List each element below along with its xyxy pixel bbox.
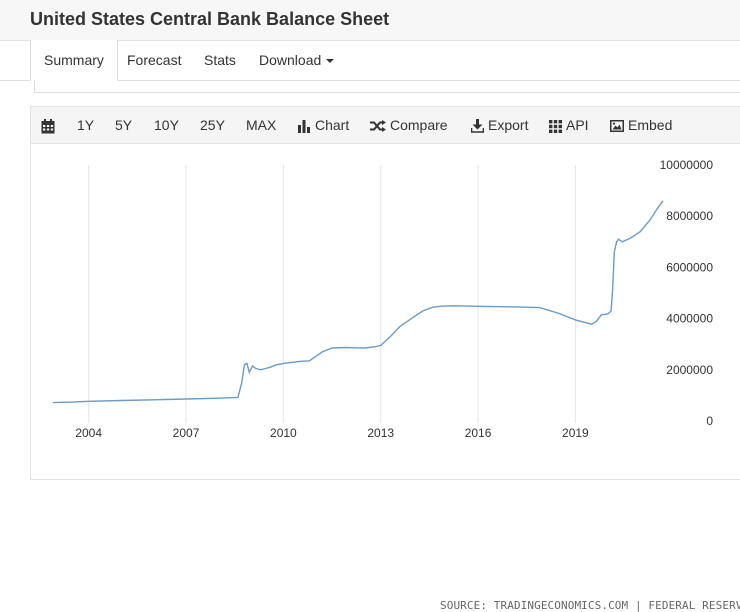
export-button[interactable]: Export <box>471 107 528 143</box>
calendar-icon[interactable] <box>41 107 55 143</box>
tab-stats-label: Stats <box>204 52 236 68</box>
x-tick-label: 2016 <box>465 426 492 440</box>
range-10y-button[interactable]: 10Y <box>154 117 179 133</box>
x-tick-label: 2019 <box>562 426 589 440</box>
title-bar: United States Central Bank Balance Sheet <box>0 0 740 41</box>
tab-summary[interactable]: Summary <box>30 40 118 81</box>
api-button[interactable]: API <box>549 107 589 143</box>
range-5y-button[interactable]: 5Y <box>115 117 133 133</box>
chevron-down-icon <box>326 59 335 64</box>
y-tick-label: 10000000 <box>660 158 714 172</box>
divider <box>0 80 30 81</box>
source-provider-link[interactable]: TRADINGECONOMICS.COM <box>493 599 629 612</box>
embed-label: Embed <box>628 117 673 133</box>
tab-download[interactable]: Download <box>259 40 335 80</box>
download-icon <box>471 119 484 134</box>
chart-grid <box>88 165 576 423</box>
tab-download-label: Download <box>259 52 322 68</box>
chart-frame: 2004 2007 2010 2013 2016 2019 0 2000000 4000000… <box>30 144 740 612</box>
page-title: United States Central Bank Balance Sheet <box>30 9 390 29</box>
x-tick-label: 2010 <box>270 426 297 440</box>
y-tick-label: 0 <box>706 414 713 428</box>
x-tick-label: 2007 <box>173 426 200 440</box>
range-25y-button[interactable]: 25Y <box>200 117 225 133</box>
tab-content-panel <box>34 80 740 93</box>
embed-button[interactable]: Embed <box>610 107 672 143</box>
chart-type-button[interactable]: Chart <box>298 107 349 143</box>
y-axis: 0 2000000 4000000 6000000 8000000 10000000 <box>660 158 714 428</box>
source-separator: | <box>628 599 649 612</box>
range-max-button[interactable]: MAX <box>246 117 277 133</box>
tab-forecast[interactable]: Forecast <box>127 40 181 80</box>
tab-stats[interactable]: Stats <box>204 40 236 80</box>
source-origin: FEDERAL RESERVE <box>648 599 740 612</box>
range-1y-button[interactable]: 1Y <box>77 117 95 133</box>
series-line <box>52 200 664 404</box>
chart-toolbar: 1Y 5Y 10Y 25Y MAX Chart Compare Export A… <box>30 106 740 144</box>
bar-chart-icon <box>298 119 310 133</box>
y-tick-label: 8000000 <box>666 209 713 223</box>
tab-summary-label: Summary <box>44 52 104 68</box>
source-prefix: SOURCE: <box>440 599 494 612</box>
y-tick-label: 4000000 <box>666 312 713 326</box>
line-chart: 2004 2007 2010 2013 2016 2019 0 2000000 4000000… <box>52 158 714 440</box>
chart-type-label: Chart <box>315 117 350 133</box>
y-tick-label: 2000000 <box>666 363 713 377</box>
grid-icon <box>549 119 562 133</box>
tab-forecast-label: Forecast <box>127 52 182 68</box>
export-label: Export <box>488 117 529 133</box>
x-tick-label: 2004 <box>75 426 102 440</box>
x-tick-label: 2013 <box>367 426 394 440</box>
shuffle-icon <box>370 120 386 133</box>
x-axis: 2004 2007 2010 2013 2016 2019 <box>75 426 589 440</box>
image-icon <box>610 120 624 133</box>
tab-bar: Summary Forecast Stats Download <box>30 40 740 81</box>
compare-label: Compare <box>390 117 448 133</box>
y-tick-label: 6000000 <box>666 260 713 274</box>
compare-button[interactable]: Compare <box>370 107 448 143</box>
source-note: SOURCE: TRADINGECONOMICS.COM | FEDERAL R… <box>440 599 740 612</box>
api-label: API <box>566 117 589 133</box>
